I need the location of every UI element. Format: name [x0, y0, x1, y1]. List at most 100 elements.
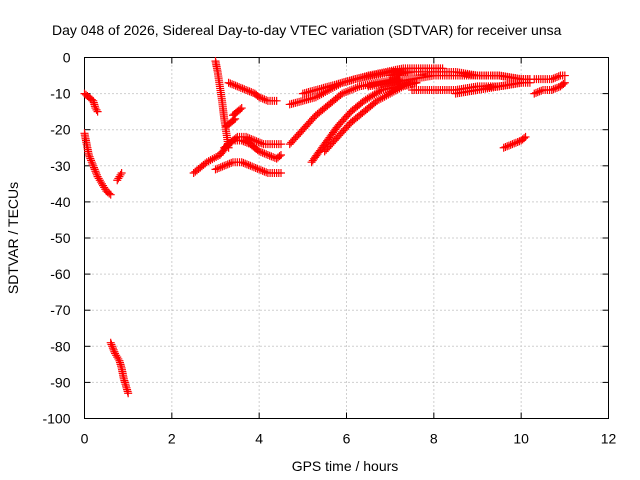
- y-tick-label: -80: [50, 338, 70, 354]
- data-point-marker: [206, 156, 215, 165]
- data-point-marker: [535, 87, 544, 96]
- data-point-marker: [208, 155, 217, 164]
- data-point-marker: [252, 137, 261, 146]
- data-point-marker: [242, 132, 251, 141]
- data-point-marker: [237, 158, 246, 167]
- data-point-marker: [106, 338, 115, 347]
- data-point-marker: [91, 167, 100, 176]
- data-point-marker: [254, 137, 263, 146]
- data-point-marker: [251, 163, 260, 172]
- data-point-marker: [218, 162, 227, 171]
- y-tick-label: -10: [50, 86, 70, 102]
- y-tick-label: -60: [50, 266, 70, 282]
- data-point-marker: [256, 148, 265, 157]
- data-point-marker: [380, 92, 389, 101]
- data-point-marker: [227, 137, 236, 146]
- data-point-marker: [551, 84, 560, 93]
- data-point-marker: [255, 93, 264, 102]
- data-point-marker: [552, 83, 561, 92]
- data-point-marker: [343, 87, 352, 96]
- data-point-marker: [260, 95, 269, 104]
- data-point-marker: [108, 344, 117, 353]
- series-arc-02: [80, 129, 115, 199]
- data-point-marker: [110, 347, 119, 356]
- data-point-marker: [114, 354, 123, 363]
- data-point-marker: [549, 85, 558, 94]
- data-point-marker: [107, 340, 116, 349]
- data-point-marker: [503, 142, 512, 151]
- data-point-marker: [242, 85, 251, 94]
- y-tick-label: 0: [63, 50, 71, 66]
- data-point-marker: [255, 147, 264, 156]
- data-point-marker: [547, 85, 556, 94]
- data-point-marker: [108, 342, 117, 351]
- data-point-marker: [204, 157, 213, 166]
- data-point-marker: [257, 139, 266, 148]
- data-point-marker: [382, 91, 391, 100]
- data-point-marker: [225, 159, 234, 168]
- data-point-marker: [506, 140, 515, 149]
- series-arc-10: [220, 136, 285, 163]
- data-point-marker: [106, 190, 115, 199]
- data-point-marker: [237, 104, 246, 113]
- data-point-marker: [263, 150, 272, 159]
- data-point-marker: [549, 74, 558, 83]
- data-point-marker: [517, 78, 526, 87]
- data-point-marker: [213, 164, 222, 173]
- data-point-marker: [88, 159, 97, 168]
- data-point-marker: [560, 78, 569, 87]
- series-arc-15: [307, 78, 421, 167]
- data-point-marker: [245, 134, 254, 143]
- data-point-marker: [243, 86, 252, 95]
- data-point-marker: [373, 96, 382, 105]
- data-point-marker: [342, 87, 351, 96]
- series-arc-21: [499, 132, 530, 152]
- data-point-marker: [533, 88, 542, 97]
- data-point-marker: [547, 75, 556, 84]
- data-point-marker: [229, 80, 238, 89]
- data-point-marker: [510, 139, 519, 148]
- data-point-marker: [236, 105, 245, 114]
- data-point-marker: [504, 141, 513, 150]
- series-arc-20: [451, 78, 526, 98]
- data-point-marker: [347, 85, 356, 94]
- data-point-marker: [258, 94, 267, 103]
- data-point-marker: [262, 168, 271, 177]
- data-point-marker: [214, 163, 223, 172]
- data-point-marker: [239, 158, 248, 167]
- data-point-marker: [262, 150, 271, 159]
- data-point-marker: [349, 84, 358, 93]
- data-point-marker: [378, 93, 387, 102]
- data-point-marker: [384, 90, 393, 99]
- series-arc-18: [386, 67, 534, 84]
- x-tick-label: 10: [513, 431, 529, 447]
- data-point-marker: [267, 152, 276, 161]
- series-arc-23: [530, 78, 569, 98]
- data-point-marker: [223, 160, 232, 169]
- data-point-marker: [275, 152, 284, 161]
- data-point-marker: [554, 72, 563, 81]
- data-point-marker: [92, 169, 101, 178]
- data-point-marker: [248, 162, 257, 171]
- data-point-marker: [386, 89, 395, 98]
- data-point-marker: [210, 154, 219, 163]
- data-point-marker: [520, 134, 529, 143]
- series-arc-06: [224, 78, 281, 105]
- data-point-marker: [224, 78, 233, 87]
- data-point-marker: [499, 143, 508, 152]
- data-point-marker: [501, 143, 510, 152]
- grid: [84, 57, 609, 419]
- data-point-marker: [91, 104, 100, 113]
- data-point-marker: [228, 80, 237, 89]
- series-arc-22: [530, 71, 569, 84]
- y-tick-label: -90: [50, 374, 70, 390]
- data-point-marker: [388, 88, 397, 97]
- series-arc-07: [228, 104, 246, 120]
- data-point-marker: [258, 166, 267, 175]
- data-point-marker: [241, 159, 250, 168]
- data-points: [80, 57, 569, 398]
- data-point-marker: [116, 170, 125, 179]
- data-point-marker: [109, 345, 118, 354]
- data-point-marker: [277, 140, 285, 149]
